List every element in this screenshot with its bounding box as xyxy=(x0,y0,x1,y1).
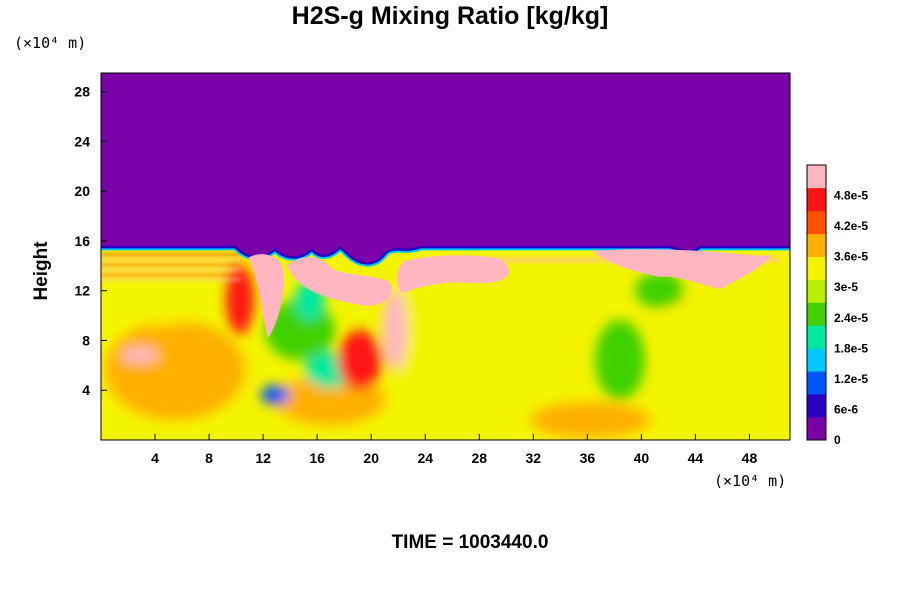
high-value-pockets xyxy=(248,249,773,339)
colorbar-label: 3e-5 xyxy=(834,280,858,294)
colorbar-band xyxy=(807,371,826,395)
x-tick-label: 24 xyxy=(417,450,433,466)
colorbar-band xyxy=(807,348,826,372)
x-tick-label: 12 xyxy=(255,450,271,466)
colorbar-band xyxy=(807,394,826,418)
colorbar-band xyxy=(807,302,826,326)
y-tick-label: 12 xyxy=(74,283,90,299)
x-tick-label: 8 xyxy=(205,450,213,466)
colorbar-label: 2.4e-5 xyxy=(834,311,868,325)
y-tick-label: 28 xyxy=(74,84,90,100)
x-tick-label: 32 xyxy=(526,450,542,466)
plot-frame xyxy=(100,72,791,441)
x-tick-label: 4 xyxy=(151,450,159,466)
colorbar-label: 1.2e-5 xyxy=(834,372,868,386)
x-tick-label: 36 xyxy=(580,450,596,466)
y-tick-label: 8 xyxy=(82,332,90,348)
colorbar-band xyxy=(807,325,826,349)
x-axis-ticks: 4 8 12 16 20 24 28 32 36 40 44 48 xyxy=(151,434,757,466)
colorbar-band xyxy=(807,417,826,441)
colorbar-band xyxy=(807,279,826,303)
colorbar-label: 0 xyxy=(834,433,841,447)
y-axis-ticks: 4 8 12 16 20 24 28 xyxy=(74,84,107,398)
x-tick-label: 20 xyxy=(363,450,379,466)
colorbar-label: 4.8e-5 xyxy=(834,189,868,203)
colorbar: 0 6e-6 1.2e-5 1.8e-5 2.4e-5 3e-5 3.6e-5 4.2e-5 4… xyxy=(806,164,868,447)
y-tick-label: 20 xyxy=(74,183,90,199)
colorbar-band xyxy=(807,256,826,280)
x-axis-unit: (×10⁴ m) xyxy=(714,472,787,490)
x-tick-label: 40 xyxy=(634,450,650,466)
colorbar-band xyxy=(807,165,826,189)
pocket-1 xyxy=(248,254,284,339)
x-tick-label: 16 xyxy=(309,450,325,466)
y-tick-label: 24 xyxy=(74,133,90,149)
colorbar-label: 1.8e-5 xyxy=(834,341,868,355)
colorbar-band xyxy=(807,187,826,212)
colorbar-label: 4.2e-5 xyxy=(834,219,868,233)
chart-title: H2S-g Mixing Ratio [kg/kg] xyxy=(291,2,609,30)
colorbar-band xyxy=(807,233,826,257)
colorbar-frame xyxy=(806,164,827,441)
x-tick-label: 48 xyxy=(742,450,758,466)
field-texture xyxy=(105,260,780,438)
plot-area xyxy=(101,73,790,440)
colorbar-band xyxy=(807,210,826,235)
colorbar-label: 6e-6 xyxy=(834,402,858,416)
colorbar-label: 3.6e-5 xyxy=(834,250,868,264)
pocket-2 xyxy=(286,257,392,306)
y-axis-unit: (×10⁴ m) xyxy=(14,34,87,52)
x-tick-label: 28 xyxy=(471,450,487,466)
pocket-4 xyxy=(592,249,773,289)
pocket-3 xyxy=(397,255,509,294)
upper-layer xyxy=(101,73,790,263)
y-tick-label: 16 xyxy=(74,233,90,249)
time-label: TIME = 1003440.0 xyxy=(391,532,549,553)
y-tick-label: 4 xyxy=(82,382,90,398)
x-tick-label: 44 xyxy=(688,450,704,466)
